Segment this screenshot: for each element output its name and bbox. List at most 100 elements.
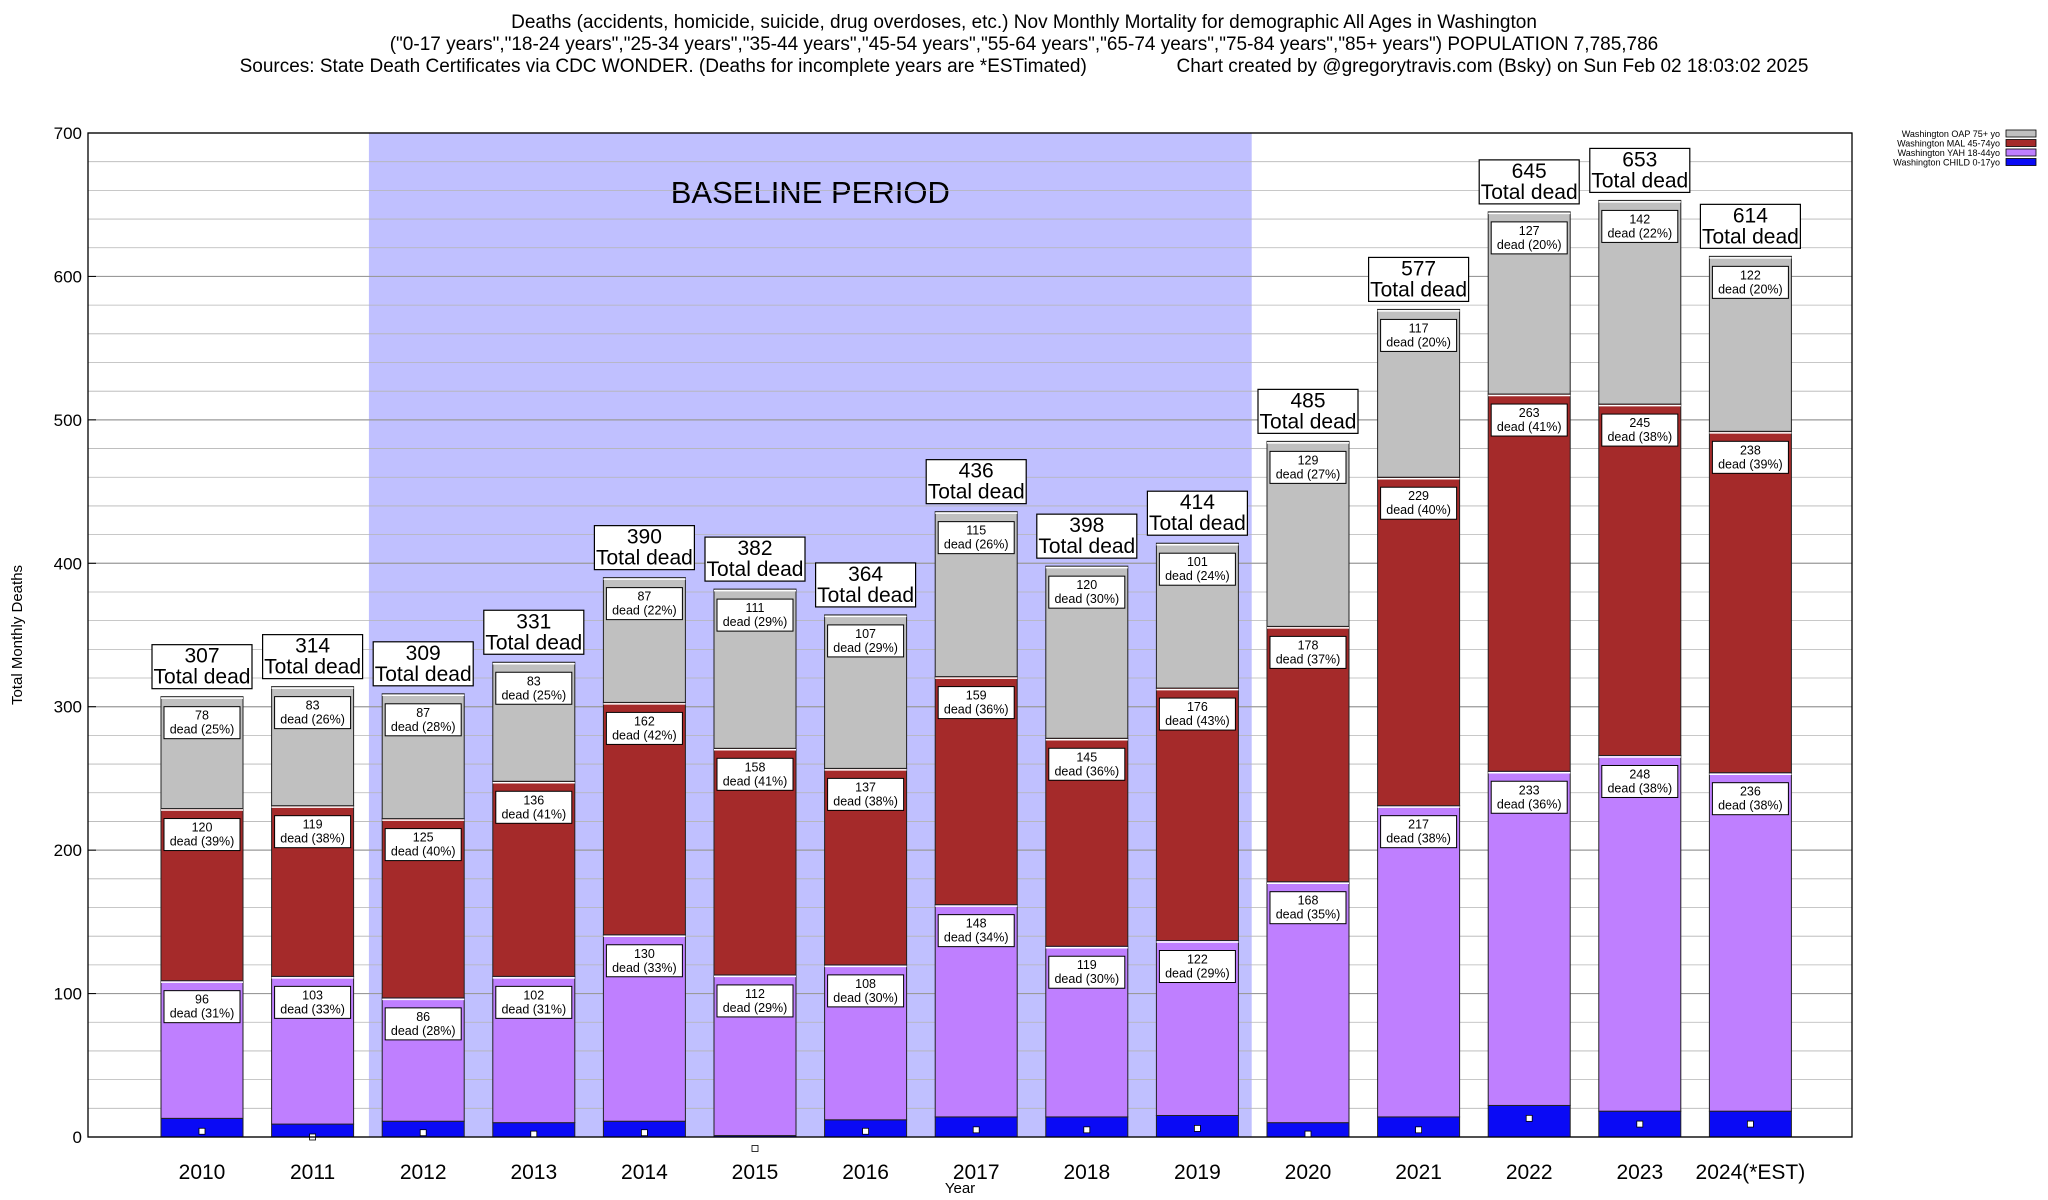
child-marker — [751, 1145, 759, 1152]
segment-value-box — [1158, 552, 1236, 586]
x-tick-label: 2013 — [510, 1161, 557, 1184]
segment-percent-label: dead (24%) — [1165, 569, 1230, 583]
total-suffix-label: Total dead — [596, 547, 693, 570]
bar-segment-yah — [1598, 754, 1682, 1112]
segment-percent-label: dead (27%) — [1276, 467, 1341, 481]
legend-swatch-oap — [2005, 129, 2037, 138]
legend-swatch-mal — [2005, 139, 2037, 147]
segment-value-box — [384, 1007, 462, 1041]
segment-percent-label: dead (30%) — [1054, 592, 1119, 606]
segment-value-box — [1490, 403, 1568, 437]
segment-percent-label: dead (29%) — [1165, 967, 1230, 981]
segment-value-box — [1269, 635, 1347, 669]
segment-value-box — [937, 914, 1015, 948]
y-tick-label: 0 — [73, 1128, 82, 1147]
total-label-box — [1146, 490, 1249, 536]
segment-value-label: 103 — [302, 988, 323, 1002]
segment-percent-label: dead (38%) — [280, 832, 345, 846]
segment-percent-label: dead (28%) — [391, 720, 456, 734]
segment-value-label: 168 — [1298, 894, 1319, 908]
segment-value-label: 83 — [527, 674, 541, 688]
x-tick-label: 2023 — [1616, 1161, 1663, 1184]
segment-value-box — [1601, 209, 1679, 243]
total-value-label: 314 — [295, 635, 330, 658]
bar-segment-mal — [1377, 476, 1461, 807]
total-value-label: 645 — [1512, 160, 1547, 183]
segment-value-box — [1048, 747, 1126, 781]
total-suffix-label: Total dead — [928, 481, 1025, 504]
total-suffix-label: Total dead — [1370, 278, 1467, 301]
segment-value-box — [1601, 764, 1679, 798]
segment-value-box — [827, 624, 905, 658]
y-tick-label: 200 — [54, 841, 82, 860]
x-tick-label: 2018 — [1063, 1161, 1110, 1184]
segment-value-label: 112 — [745, 987, 765, 1001]
child-marker — [419, 1129, 427, 1137]
legend-swatch-child — [2005, 158, 2037, 166]
segment-value-label: 119 — [1077, 958, 1097, 972]
segment-value-label: 83 — [306, 699, 320, 713]
segment-percent-label: dead (38%) — [1607, 430, 1672, 444]
total-value-label: 414 — [1180, 491, 1215, 514]
x-tick-label: 2017 — [953, 1161, 1000, 1184]
segment-value-label: 159 — [966, 689, 987, 703]
total-value-label: 577 — [1401, 257, 1436, 280]
segment-value-box — [163, 706, 241, 740]
segment-value-box — [495, 671, 573, 705]
x-tick-label: 2016 — [842, 1161, 889, 1184]
segment-value-box — [716, 598, 794, 632]
segment-value-label: 101 — [1187, 555, 1208, 569]
segment-percent-label: dead (20%) — [1386, 335, 1451, 349]
segment-value-box — [1158, 950, 1236, 984]
child-marker — [641, 1129, 648, 1137]
x-tick-label: 2019 — [1174, 1161, 1221, 1184]
segment-value-label: 120 — [192, 821, 213, 835]
segment-value-label: 158 — [745, 760, 766, 774]
y-axis-label: Total Monthly Deaths — [9, 565, 26, 705]
segment-value-label: 233 — [1519, 783, 1540, 797]
legend-swatch-yah — [2005, 148, 2037, 157]
total-suffix-label: Total dead — [817, 584, 914, 607]
segment-percent-label: dead (30%) — [833, 991, 898, 1005]
total-value-label: 390 — [627, 526, 662, 549]
segment-value-label: 137 — [855, 780, 876, 794]
segment-value-label: 122 — [1740, 268, 1761, 282]
segment-value-box — [716, 757, 794, 791]
segment-value-box — [937, 686, 1015, 720]
segment-value-box — [274, 815, 352, 849]
segment-value-box — [1490, 221, 1568, 255]
segment-percent-label: dead (36%) — [1497, 797, 1562, 811]
segment-percent-label: dead (20%) — [1497, 238, 1562, 252]
total-value-label: 653 — [1622, 148, 1657, 171]
total-value-label: 309 — [406, 642, 441, 665]
segment-value-box — [827, 974, 905, 1008]
segment-percent-label: dead (29%) — [723, 615, 788, 629]
segment-value-label: 125 — [413, 831, 434, 845]
segment-value-box — [1048, 575, 1126, 609]
legend-label: Washington OAP 75+ yo — [1902, 129, 2000, 139]
segment-value-box — [1380, 486, 1458, 520]
segment-value-label: 238 — [1740, 443, 1761, 457]
total-label-box — [704, 536, 806, 582]
segment-value-label: 122 — [1187, 953, 1208, 967]
segment-percent-label: dead (41%) — [1497, 420, 1562, 434]
segment-value-label: 176 — [1187, 700, 1208, 714]
total-suffix-label: Total dead — [707, 558, 804, 581]
x-tick-label: 2024(*EST) — [1696, 1161, 1806, 1184]
segment-value-label: 248 — [1629, 767, 1650, 781]
total-label-box — [372, 641, 474, 687]
segment-value-box — [1158, 697, 1236, 731]
segment-value-label: 145 — [1076, 750, 1097, 764]
segment-percent-label: dead (34%) — [944, 931, 1009, 945]
segment-value-label: 111 — [745, 601, 764, 615]
segment-percent-label: dead (30%) — [1054, 972, 1119, 986]
segment-percent-label: dead (31%) — [501, 1002, 566, 1016]
child-marker — [1194, 1124, 1201, 1132]
segment-value-label: 130 — [634, 947, 655, 961]
segment-value-label: 229 — [1408, 489, 1429, 503]
x-tick-label: 2020 — [1285, 1161, 1332, 1184]
segment-percent-label: dead (40%) — [1386, 503, 1451, 517]
segment-value-box — [1269, 450, 1347, 484]
segment-value-label: 178 — [1298, 638, 1319, 652]
segment-value-box — [605, 587, 683, 621]
